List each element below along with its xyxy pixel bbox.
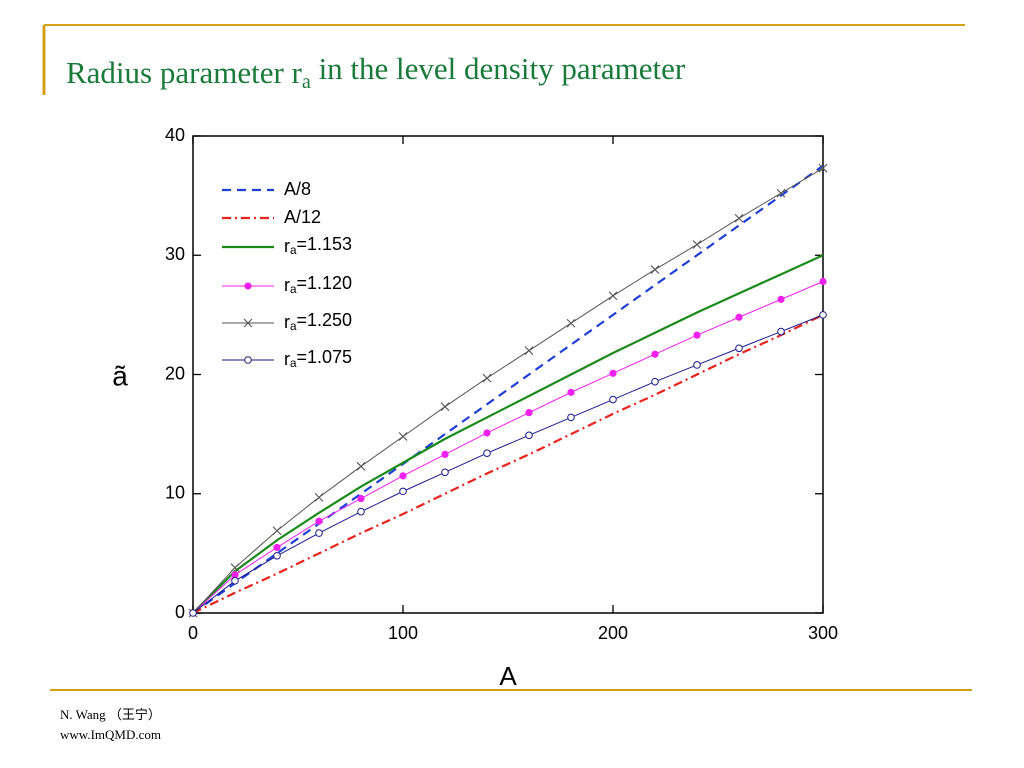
x-axis-label: A [499, 661, 517, 691]
point [693, 331, 701, 339]
point [608, 291, 618, 301]
series-line [192, 313, 824, 614]
series-line [192, 164, 824, 614]
point [243, 318, 253, 328]
point [524, 346, 534, 356]
point [525, 431, 533, 440]
point [441, 468, 449, 477]
point [609, 369, 617, 377]
point [399, 487, 407, 496]
point [231, 571, 239, 579]
point [398, 432, 408, 441]
point [735, 344, 743, 353]
x-tick-label: 100 [388, 623, 418, 643]
point [567, 413, 575, 422]
slide-title: Radius parameter ra in the level density… [66, 51, 686, 92]
point [566, 318, 576, 328]
point [609, 395, 617, 404]
point [357, 494, 365, 503]
legend-label: A/8 [284, 179, 311, 199]
point [693, 361, 701, 369]
footer-url: www.ImQMD.com [60, 727, 161, 742]
y-tick-label: 20 [165, 363, 185, 383]
point [567, 388, 575, 396]
point [651, 377, 659, 386]
point [189, 609, 197, 617]
point [356, 461, 366, 471]
y-axis-label: ã [112, 360, 128, 391]
point [776, 188, 786, 198]
point [272, 526, 282, 536]
point [734, 213, 744, 223]
series-line [192, 254, 824, 614]
point [244, 282, 252, 290]
y-tick-label: 10 [165, 483, 185, 503]
point [314, 492, 324, 502]
y-tick-label: 40 [165, 125, 185, 145]
point [273, 551, 281, 560]
point [244, 356, 252, 364]
legend-label: ra=1.153 [284, 234, 352, 258]
legend-label: ra=1.120 [284, 273, 352, 297]
point [692, 240, 702, 249]
point [818, 163, 828, 173]
footer-author: N. Wang （王宁） [60, 707, 161, 722]
point [399, 472, 407, 480]
legend-label: A/12 [284, 207, 321, 227]
point [315, 529, 323, 537]
point [357, 507, 365, 516]
point [525, 409, 533, 417]
series-line [192, 167, 824, 614]
point [440, 402, 450, 412]
legend-label: ra=1.075 [284, 347, 352, 371]
legend-label: ra=1.250 [284, 310, 352, 334]
point [777, 295, 785, 303]
series-line [192, 314, 824, 614]
point [819, 277, 827, 286]
x-tick-label: 0 [188, 623, 198, 643]
series-line [192, 281, 824, 614]
point [231, 577, 239, 585]
point [273, 543, 281, 552]
point [483, 449, 491, 458]
point [735, 313, 743, 321]
x-tick-label: 200 [598, 623, 628, 643]
point [230, 563, 240, 573]
y-tick-label: 30 [165, 244, 185, 264]
y-tick-label: 0 [175, 602, 185, 622]
point [482, 373, 492, 383]
x-tick-label: 300 [808, 623, 838, 643]
point [819, 311, 827, 319]
point [315, 517, 323, 525]
point [650, 265, 660, 274]
point [441, 450, 449, 458]
point [651, 350, 659, 358]
point [483, 429, 491, 437]
point [777, 327, 785, 336]
